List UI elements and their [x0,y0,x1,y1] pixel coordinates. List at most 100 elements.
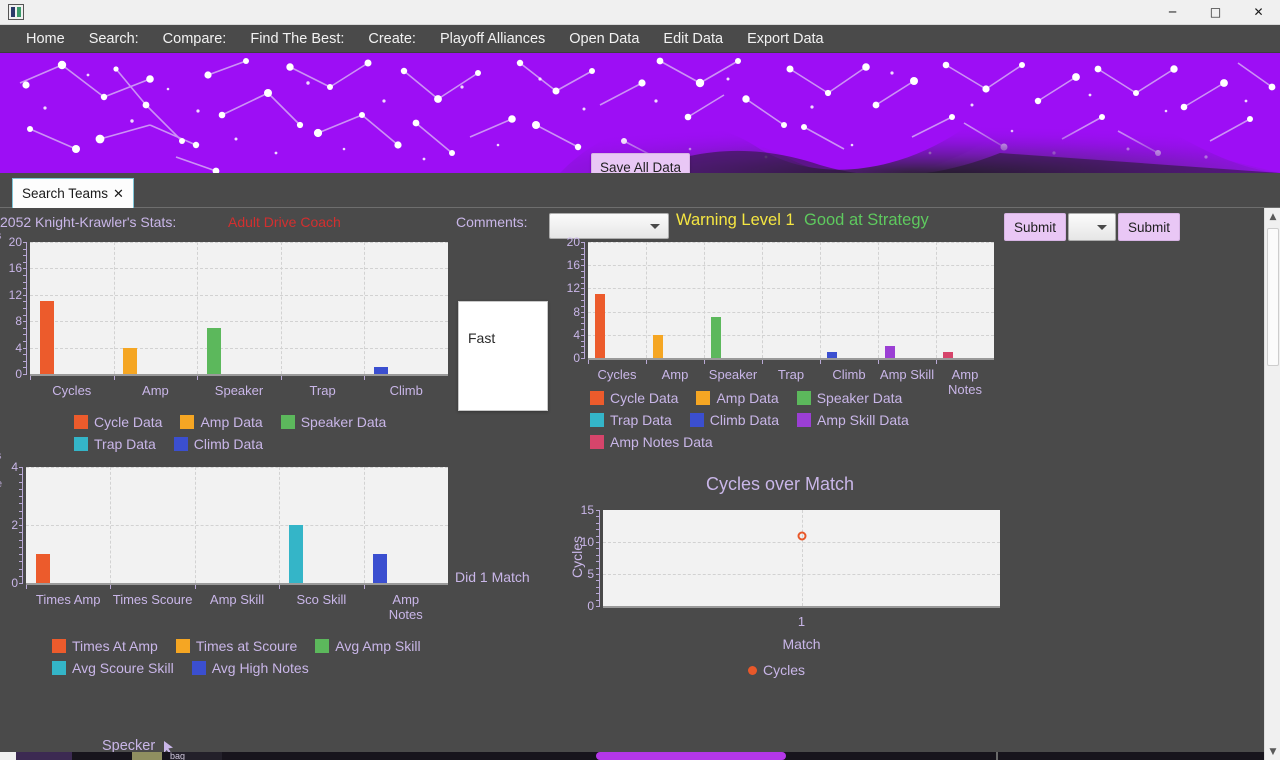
legend-swatch-icon [74,415,88,429]
y-axis-minor-tick [596,510,600,511]
x-axis-tick [194,584,196,589]
gridline [26,525,448,526]
x-axis-tick-label: Sco Skill [296,592,347,607]
y-axis-tick-label: 0 [15,367,22,381]
y-axis-minor-tick [23,308,27,309]
submit-dropdown[interactable] [1068,213,1116,241]
overflow-label-specker: Specker [102,738,156,754]
taskbar-item-label[interactable]: bag [170,752,222,760]
menu-item-find-the-best[interactable]: Find The Best: [250,30,345,47]
menu-item-search[interactable]: Search: [88,30,139,47]
y-axis-minor-tick [581,259,585,261]
y-axis-minor-tick [596,599,600,601]
menu-item-export-data[interactable]: Export Data [747,30,824,47]
menu-item-edit-data[interactable]: Edit Data [663,30,724,47]
y-axis-tick-label: 20 [8,235,22,249]
mouse-cursor-icon [164,741,173,753]
plot-area [588,242,994,358]
y-axis-tick-label: 0 [573,351,580,365]
y-axis-minor-tick [19,474,23,476]
taskbar-item[interactable] [0,752,72,760]
bar [123,347,138,374]
y-axis-minor-tick [23,288,27,290]
y-axis-minor-tick [19,503,23,505]
taskbar-item[interactable] [596,752,786,760]
close-icon[interactable]: ✕ [1253,5,1264,19]
y-axis-minor-tick [23,374,27,375]
plot-area [30,242,448,374]
gridline [363,467,365,583]
x-axis-label: Match [782,636,821,652]
y-axis-minor-tick [23,275,27,276]
gridline [936,242,937,358]
y-axis-minor-tick [596,529,600,531]
scroll-up-icon[interactable]: ▲ [1269,211,1277,222]
y-axis-minor-tick [19,517,23,519]
legend-swatch-icon [796,413,811,427]
legend-item: Avg High Notes [191,660,309,676]
scroll-down-icon[interactable]: ▼ [1269,746,1277,757]
submit-right-button[interactable]: Submit [1118,213,1180,241]
y-axis-tick-label: 4 [573,327,580,342]
legend-item: Amp Notes Data [590,434,713,450]
menu-item-compare[interactable]: Compare: [162,30,227,47]
bar [594,294,605,358]
warning-level-badge: Warning Level 1 [676,211,795,229]
y-axis-minor-tick [23,242,27,243]
legend-swatch-icon [590,435,604,449]
chart-title: Cycles over Match [705,474,855,494]
y-axis-tick-label: 2 [11,518,18,532]
y-axis-minor-tick [19,510,23,512]
menu-item-create[interactable]: Create: [368,30,416,47]
y-axis-minor-tick [596,567,600,569]
chevron-down-icon [1097,224,1107,230]
content-area: 2052 Knight-Krawler's Stats: Adult Drive… [0,208,1280,760]
gridline [110,467,112,583]
stats-header-row: 2052 Knight-Krawler's Stats: Adult Drive… [0,208,1262,242]
legend-label: Climb Data [193,436,263,452]
taskbar-item[interactable] [132,752,162,760]
menu-item-open-data[interactable]: Open Data [569,30,640,47]
y-axis-label: Cycles [569,536,585,579]
y-axis-minor-tick [596,586,600,588]
y-axis-minor-tick [581,340,585,342]
minimize-icon[interactable]: ─ [1168,5,1177,19]
y-axis-minor-tick [596,548,600,550]
did-match-label: Did 1 Match [455,569,530,585]
tab-close-icon[interactable]: ✕ [113,185,124,201]
bar [289,525,304,583]
vertical-scrollbar[interactable]: ▲ ▼ [1264,208,1280,760]
legend-item: Climb Data [689,412,779,428]
y-axis-minor-tick [23,334,27,336]
gridline [801,510,803,606]
x-axis-tick-label: Amp Notes [948,367,982,397]
scrollbar-thumb[interactable] [1267,228,1279,366]
scrollbar-corner [0,752,16,760]
y-axis-minor-tick [19,554,23,555]
gridline [197,242,199,374]
bar [373,554,388,583]
menu-item-home[interactable]: Home [26,30,65,47]
menu-item-playoff-alliances[interactable]: Playoff Alliances [439,30,546,47]
maximize-icon[interactable]: □ [1209,5,1222,19]
gridline [878,242,879,358]
legend-swatch-icon [796,391,811,405]
clipped-label-fragment: s [0,230,4,242]
submit-left-button[interactable]: Submit [1004,213,1066,241]
tab-search-teams[interactable]: Search Teams ✕ [12,178,134,208]
y-axis-minor-tick [19,525,23,526]
comments-dropdown[interactable] [549,213,669,239]
y-axis-tick-label: 16 [566,258,580,273]
legend-label: Trap Data [610,412,672,428]
legend-item: Avg Amp Skill [315,638,421,654]
x-axis-tick [364,375,366,380]
x-axis-tick [197,375,199,380]
y-axis-minor-tick [19,546,23,548]
y-axis-minor-tick [23,354,27,356]
legend-item: Trap Data [590,412,672,428]
y-axis-minor-tick [19,539,23,541]
legend-item: Times at Scoure [175,638,297,654]
save-all-data-button[interactable]: Save All Data [591,153,690,173]
x-axis-tick [936,359,937,364]
y-axis-tick-label: 0 [587,599,594,613]
